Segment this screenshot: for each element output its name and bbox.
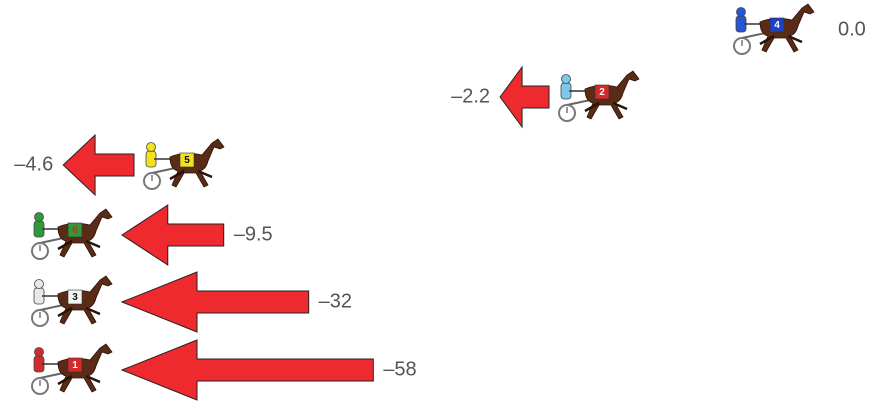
driver-head — [35, 213, 44, 222]
horse-icon: 5 — [144, 139, 224, 189]
horse-body — [58, 344, 112, 392]
horse-number: 3 — [72, 292, 78, 303]
driver-head — [35, 280, 44, 289]
value-label: –4.6 — [14, 153, 53, 175]
horse-body — [58, 209, 112, 257]
value-label: –58 — [383, 358, 416, 380]
horse-body — [170, 139, 224, 187]
arrow — [63, 135, 134, 195]
driver-head — [737, 8, 746, 17]
horse-number: 2 — [599, 87, 605, 98]
horse-number: 4 — [774, 20, 780, 31]
arrow — [500, 67, 549, 127]
arrow — [122, 205, 224, 265]
horse-icon: 3 — [32, 276, 112, 326]
horse-icon: 4 — [734, 4, 814, 54]
horse-icon: 2 — [559, 71, 639, 121]
horse-body — [760, 4, 814, 52]
horse-number: 6 — [72, 225, 78, 236]
value-label: 0.0 — [838, 18, 866, 40]
chart: 4 0.0 2 –2.2 5 –4.6 6 –9.5 3 –32 1 –58 — [0, 0, 888, 408]
value-label: –9.5 — [234, 223, 273, 245]
driver-head — [35, 348, 44, 357]
horse-body — [585, 71, 639, 119]
driver-head — [147, 143, 156, 152]
driver-head — [562, 75, 571, 84]
horse-number: 5 — [184, 155, 190, 166]
horse-icon: 6 — [32, 209, 112, 259]
horse-icon: 1 — [32, 344, 112, 394]
horse-body — [58, 276, 112, 324]
arrow — [122, 272, 309, 332]
value-label: –32 — [319, 290, 352, 312]
arrow — [122, 340, 373, 400]
horse-number: 1 — [72, 360, 78, 371]
value-label: –2.2 — [451, 85, 490, 107]
